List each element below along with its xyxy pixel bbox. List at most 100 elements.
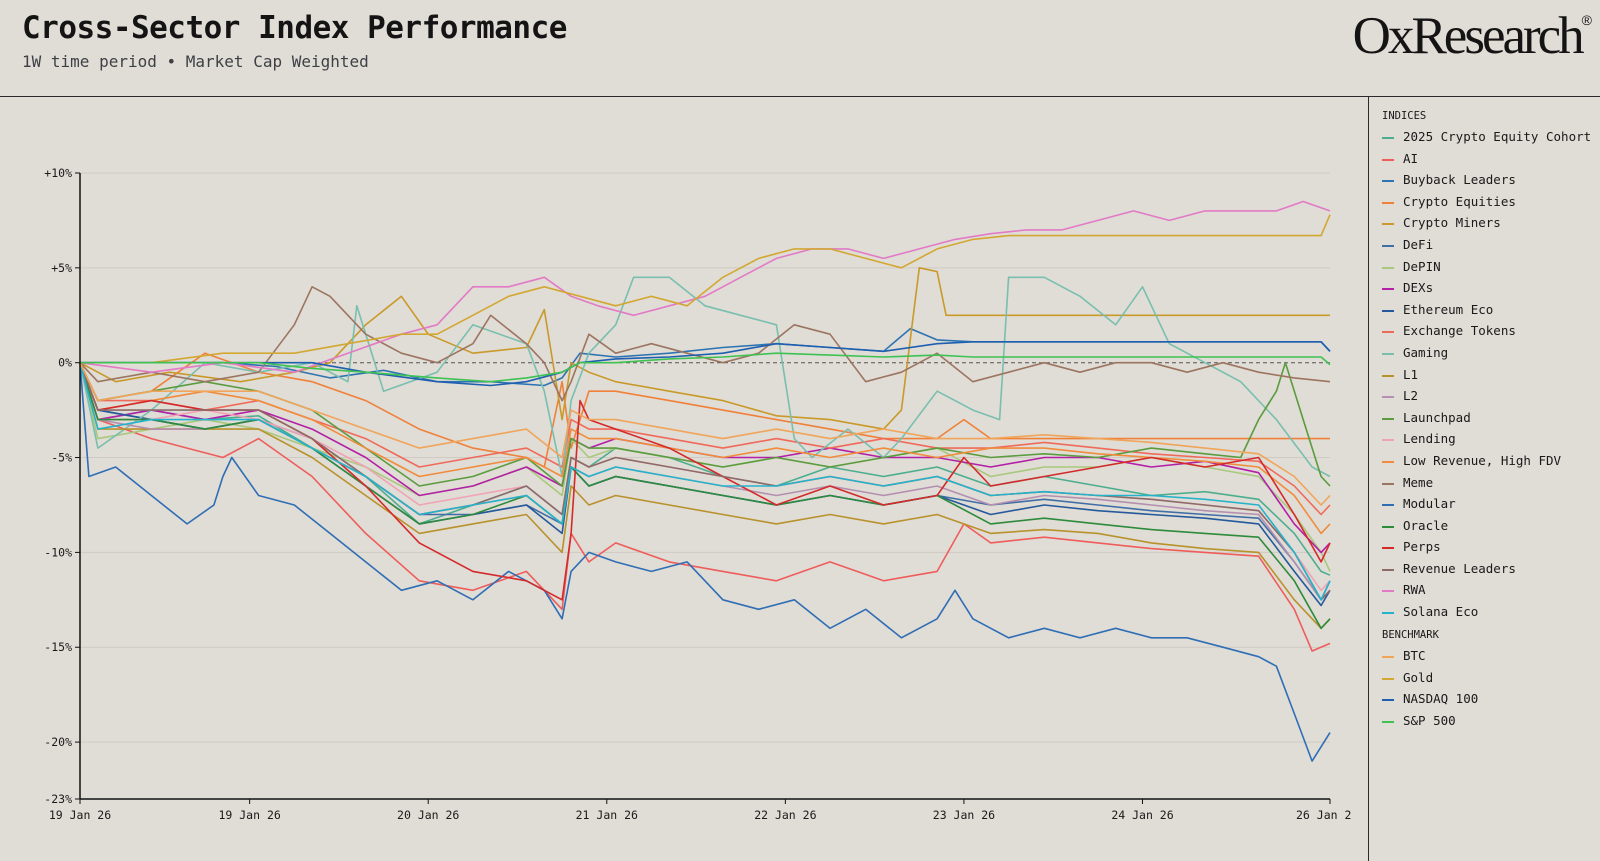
x-tick-label: 22 Jan 26 (754, 808, 816, 822)
legend-item-nasdaq-100[interactable]: NASDAQ 100 (1382, 690, 1592, 708)
legend-divider (1368, 96, 1369, 861)
series-line-nasdaq-100 (80, 341, 1331, 387)
legend-label: BTC (1403, 648, 1426, 664)
legend-label: Crypto Miners (1403, 215, 1501, 231)
legend-label: Buyback Leaders (1403, 172, 1516, 188)
x-tick-label: 26 Jan 2 (1296, 808, 1351, 822)
legend-swatch (1382, 677, 1394, 680)
legend-label: RWA (1403, 582, 1426, 598)
series-line-low-revenue-high-fdv (79, 362, 1331, 535)
legend-swatch (1382, 482, 1394, 485)
legend-item-solana-eco[interactable]: Solana Eco (1382, 603, 1592, 621)
legend-item-launchpad[interactable]: Launchpad (1382, 409, 1592, 427)
legend-swatch (1382, 201, 1394, 204)
legend-benchmark-list: BTC Gold NASDAQ 100 S&P 500 (1382, 647, 1592, 730)
series-line-btc (79, 362, 1331, 506)
legend-label: Gold (1403, 669, 1434, 685)
legend-label: 2025 Crypto Equity Cohort (1403, 129, 1592, 144)
legend-item-meme[interactable]: Meme (1382, 474, 1592, 492)
series-layer (79, 200, 1331, 762)
legend-label: Meme (1403, 474, 1434, 490)
legend-label: Gaming (1403, 344, 1449, 360)
x-tick-label: 20 Jan 26 (397, 808, 459, 822)
legend-label: Oracle (1403, 517, 1449, 533)
legend-heading-indices: INDICES (1382, 110, 1427, 122)
legend-indices-list: 2025 Crypto Equity Cohort AI Buyback Leade… (1382, 128, 1592, 621)
legend-item-low-revenue-high-fdv[interactable]: Low Revenue, High FDV (1382, 452, 1592, 470)
series-line-ethereum-eco (79, 362, 1331, 607)
legend-swatch (1382, 309, 1394, 312)
legend: INDICES 2025 Crypto Equity Cohort AI Buyba… (1382, 108, 1592, 733)
legend-item-btc[interactable]: BTC (1382, 647, 1592, 665)
legend-swatch (1382, 699, 1394, 702)
legend-swatch (1382, 525, 1394, 528)
legend-item-lending[interactable]: Lending (1382, 430, 1592, 448)
series-line-solana-eco (79, 362, 1331, 601)
legend-item-buyback-leaders[interactable]: Buyback Leaders (1382, 171, 1592, 189)
legend-item-s-p-500[interactable]: S&P 500 (1382, 712, 1592, 730)
legend-item-depin[interactable]: DePIN (1382, 258, 1592, 276)
legend-item-2025-crypto-equity-cohort[interactable]: 2025 Crypto Equity Cohort (1382, 128, 1592, 146)
legend-item-defi[interactable]: DeFi (1382, 236, 1592, 254)
legend-item-oracle[interactable]: Oracle (1382, 517, 1592, 535)
series-line-gold (80, 214, 1331, 364)
x-tick-label: 19 Jan 26 (49, 808, 111, 822)
legend-item-ai[interactable]: AI (1382, 150, 1592, 168)
series-line-meme (79, 286, 1331, 402)
legend-label: Lending (1403, 431, 1456, 447)
legend-label: Launchpad (1403, 409, 1471, 425)
legend-label: Perps (1403, 539, 1441, 555)
y-tick-label: -15% (44, 640, 72, 654)
legend-item-revenue-leaders[interactable]: Revenue Leaders (1382, 560, 1592, 578)
legend-swatch (1382, 331, 1394, 334)
series-line-launchpad (79, 361, 1331, 487)
series-line-rwa (79, 200, 1331, 373)
legend-swatch (1382, 590, 1394, 593)
legend-item-gold[interactable]: Gold (1382, 669, 1592, 687)
legend-heading-benchmark: BENCHMARK (1382, 629, 1439, 642)
legend-label: Modular (1403, 496, 1456, 512)
legend-label: DEXs (1403, 280, 1434, 296)
legend-swatch (1382, 504, 1394, 507)
legend-item-perps[interactable]: Perps (1382, 538, 1592, 556)
legend-item-dexs[interactable]: DEXs (1382, 279, 1592, 297)
legend-item-exchange-tokens[interactable]: Exchange Tokens (1382, 322, 1592, 340)
series-line-l1 (79, 362, 1331, 630)
page-title: Cross-Sector Index Performance (22, 10, 567, 46)
legend-label: Crypto Equities (1403, 193, 1516, 209)
legend-swatch (1382, 439, 1394, 442)
y-tick-label: +5% (51, 261, 72, 275)
legend-label: DePIN (1403, 258, 1441, 274)
y-tick-label: -5% (51, 451, 72, 465)
legend-item-l2[interactable]: L2 (1382, 387, 1592, 405)
legend-item-ethereum-eco[interactable]: Ethereum Eco (1382, 301, 1592, 319)
legend-item-crypto-equities[interactable]: Crypto Equities (1382, 193, 1592, 211)
grid-layer (80, 172, 1330, 743)
legend-item-l1[interactable]: L1 (1382, 366, 1592, 384)
legend-swatch (1382, 352, 1394, 355)
legend-label: L1 (1403, 366, 1419, 382)
line-chart: +10% +5% 0% -5% -10% -15% -20% -23% 19 Jan 26 19 … (44, 166, 1351, 822)
header: Cross-Sector Index Performance 1W time p… (0, 0, 1600, 97)
legend-item-crypto-miners[interactable]: Crypto Miners (1382, 214, 1592, 232)
legend-swatch (1382, 720, 1394, 723)
brand-logo: OxResearch® (1353, 6, 1592, 66)
legend-label: Exchange Tokens (1403, 323, 1516, 339)
y-tick-label: -10% (44, 545, 72, 559)
legend-swatch (1382, 158, 1394, 161)
legend-swatch (1382, 547, 1394, 550)
series-line-s-p-500 (80, 352, 1331, 383)
legend-swatch (1382, 417, 1394, 420)
brand-logo-text: OxResearch (1352, 7, 1585, 65)
x-tick-label: 23 Jan 26 (933, 808, 995, 822)
legend-item-rwa[interactable]: RWA (1382, 581, 1592, 599)
x-tick-label: 19 Jan 26 (218, 808, 280, 822)
legend-label: NASDAQ 100 (1403, 691, 1479, 707)
legend-swatch (1382, 612, 1394, 615)
legend-item-gaming[interactable]: Gaming (1382, 344, 1592, 362)
legend-swatch (1382, 137, 1394, 139)
legend-label: DeFi (1403, 236, 1434, 252)
axis-layer: +10% +5% 0% -5% -10% -15% -20% -23% 19 Jan 26 19 … (44, 166, 1351, 822)
legend-label: AI (1403, 150, 1419, 166)
legend-item-modular[interactable]: Modular (1382, 495, 1592, 513)
